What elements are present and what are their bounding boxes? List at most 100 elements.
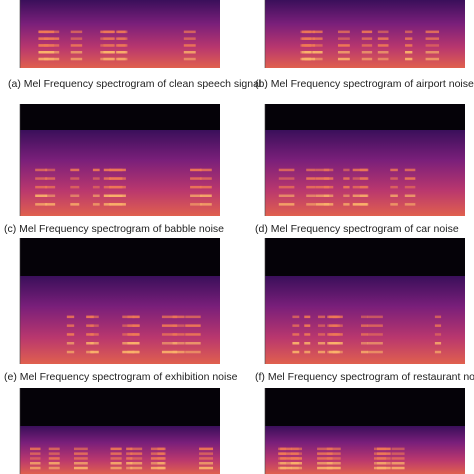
harmonic (172, 342, 185, 345)
harmonic (126, 452, 133, 455)
harmonic (183, 37, 196, 40)
harmonic (150, 452, 166, 455)
harmonic (190, 194, 202, 197)
harmonic (332, 333, 340, 336)
harmonic (360, 315, 368, 319)
harmonic (199, 452, 214, 455)
harmonic (70, 194, 80, 197)
harmonic (323, 203, 334, 206)
harmonic (304, 333, 311, 336)
harmonic (377, 30, 389, 34)
harmonic (122, 324, 135, 327)
harmonic (110, 466, 122, 470)
harmonic (405, 30, 413, 34)
harmonic (30, 457, 41, 460)
harmonic (300, 30, 312, 34)
harmonic (190, 177, 202, 180)
harmonic (66, 350, 75, 354)
harmonic (117, 37, 126, 40)
harmonic (110, 194, 126, 197)
harmonic (190, 168, 202, 172)
harmonic (43, 44, 60, 47)
harmonic (38, 51, 49, 54)
harmonic (376, 462, 391, 465)
harmonic (30, 447, 41, 451)
harmonic (376, 447, 391, 451)
harmonic (361, 44, 373, 47)
harmonic (190, 203, 202, 206)
harmonic (361, 30, 373, 34)
harmonic (199, 457, 214, 460)
harmonic (90, 333, 99, 336)
harmonic (326, 462, 341, 465)
harmonic (199, 447, 214, 451)
harmonic (185, 324, 201, 327)
harmonic (70, 177, 80, 180)
harmonic (323, 177, 334, 180)
harmonic (404, 168, 416, 172)
harmonic (326, 447, 341, 451)
harmonic (43, 37, 60, 40)
harmonic (70, 30, 83, 34)
harmonic (377, 51, 389, 54)
harmonic (150, 457, 166, 460)
harmonic (43, 51, 60, 54)
harmonic (122, 333, 135, 336)
harmonic (292, 350, 300, 354)
harmonic (361, 57, 373, 61)
harmonic (172, 350, 185, 354)
harmonic (86, 350, 94, 354)
harmonic (70, 185, 80, 189)
harmonic (300, 37, 312, 40)
harmonic (367, 333, 383, 336)
harmonic (66, 342, 75, 345)
caption: (d) Mel Frequency spectrogram of car noi… (255, 223, 459, 235)
harmonic (100, 44, 114, 47)
harmonic (92, 185, 100, 189)
harmonic (312, 51, 323, 54)
harmonic (312, 37, 323, 40)
harmonic (110, 457, 122, 460)
harmonic (185, 350, 201, 354)
harmonic (117, 57, 126, 61)
harmonic (172, 324, 185, 327)
harmonic (343, 194, 350, 197)
harmonic (405, 51, 413, 54)
harmonic (122, 342, 135, 345)
harmonic (100, 51, 114, 54)
harmonic (376, 466, 391, 470)
harmonic (130, 452, 143, 455)
harmonic (90, 342, 99, 345)
harmonic (312, 57, 323, 61)
spectrogram (265, 0, 465, 68)
harmonic (291, 457, 299, 460)
harmonic (110, 177, 126, 180)
harmonic (291, 447, 299, 451)
harmonic (199, 462, 214, 465)
harmonic (70, 44, 83, 47)
harmonic (161, 350, 178, 354)
harmonic (343, 203, 350, 206)
harmonic (434, 350, 442, 354)
harmonic (45, 168, 56, 172)
harmonic (317, 333, 326, 336)
harmonic (48, 457, 60, 460)
harmonic (332, 324, 340, 327)
harmonic (292, 324, 300, 327)
harmonic (30, 452, 41, 455)
harmonic (110, 203, 126, 206)
harmonic (317, 462, 333, 465)
spectrogram-silence (265, 238, 465, 276)
harmonic (90, 350, 99, 354)
harmonic (317, 342, 326, 345)
harmonic (122, 350, 135, 354)
harmonic (35, 168, 48, 172)
harmonic (315, 203, 330, 206)
harmonic (117, 51, 126, 54)
harmonic (312, 30, 323, 34)
harmonic (390, 185, 398, 189)
harmonic (92, 203, 100, 206)
harmonic (43, 30, 60, 34)
harmonic (38, 30, 49, 34)
